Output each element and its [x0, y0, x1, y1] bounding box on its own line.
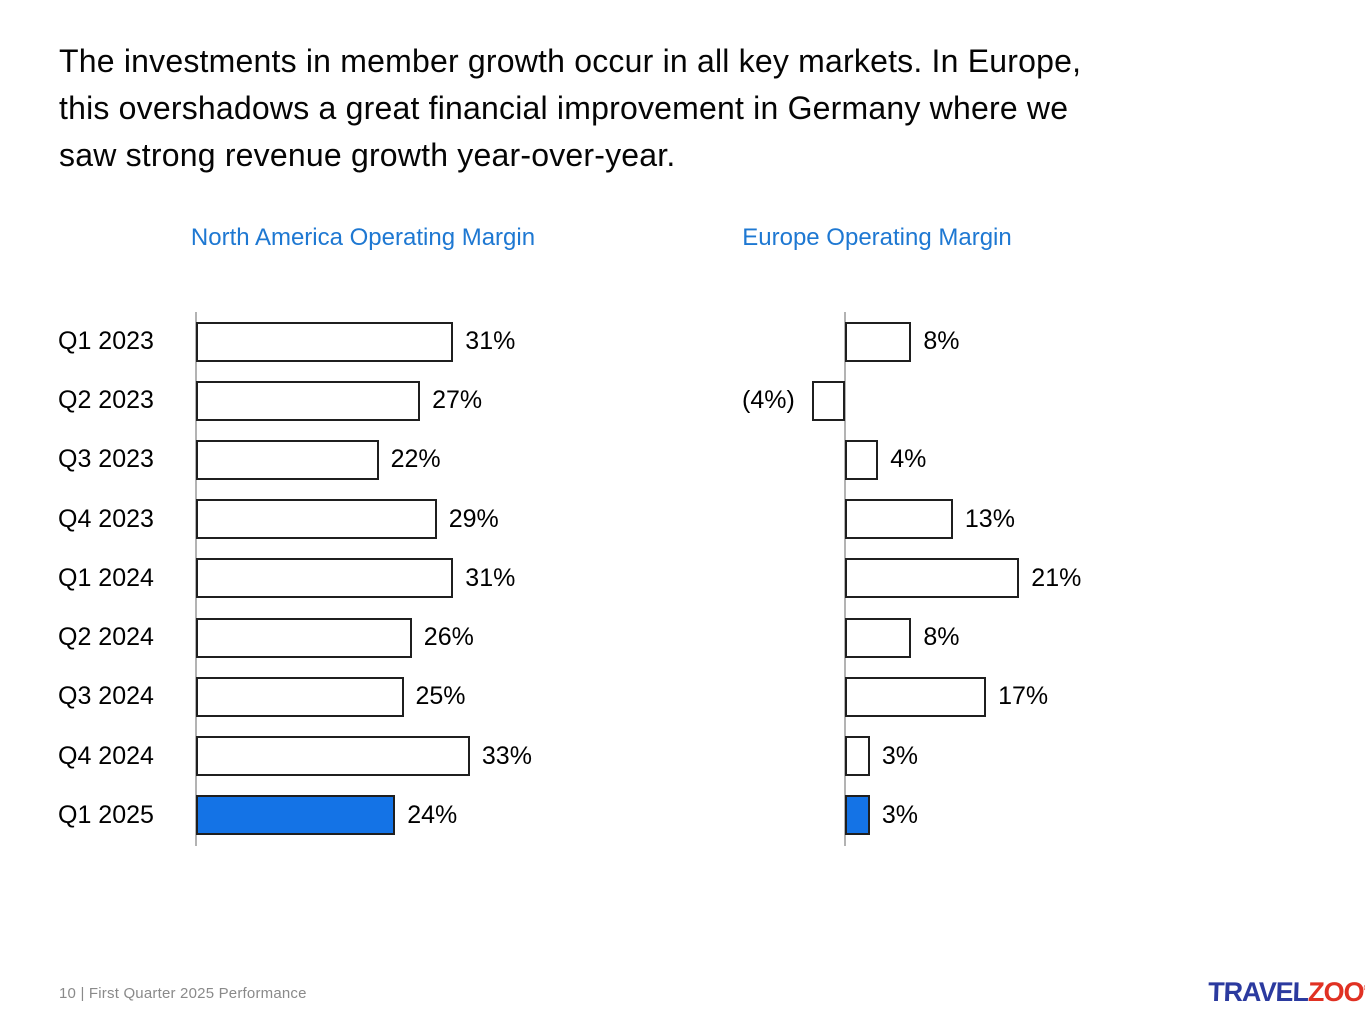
category-label: Q3 2024	[58, 682, 154, 711]
chart-row: 8%	[707, 608, 1297, 667]
bar-highlighted	[845, 795, 870, 836]
bar	[845, 676, 987, 717]
value-label: 29%	[448, 504, 499, 533]
bar	[196, 736, 470, 777]
category-label: Q4 2023	[58, 504, 154, 533]
value-label: 17%	[998, 682, 1049, 711]
slide-title: The investments in member growth occur i…	[59, 38, 1081, 179]
slide-footer: 10 | First Quarter 2025 Performance	[59, 985, 307, 1002]
bar	[845, 736, 870, 777]
chart-row: Q2 2024 26%	[58, 608, 648, 667]
chart-row: Q4 2024 33%	[58, 727, 648, 786]
category-label: Q2 2024	[58, 623, 154, 652]
bar	[845, 499, 953, 540]
category-label: Q3 2023	[58, 445, 154, 474]
chart-row: 3%	[707, 727, 1297, 786]
value-label: 26%	[423, 623, 474, 652]
value-label: 8%	[923, 623, 960, 652]
chart-row: Q3 2024 25%	[58, 667, 648, 726]
chart-axis-line	[844, 312, 846, 846]
value-label: 3%	[881, 741, 919, 770]
bar	[845, 558, 1020, 599]
logo-zoo-text: ZOO	[1307, 977, 1365, 1007]
slide-title-line-2: this overshadows a great financial impro…	[59, 90, 1069, 126]
chart-title-north-america: North America Operating Margin	[190, 224, 536, 251]
value-label: 3%	[881, 800, 919, 829]
value-label: 13%	[964, 504, 1015, 533]
travelzoo-logo: TRAVELZOO®	[1207, 977, 1365, 1008]
category-label: Q1 2025	[58, 800, 154, 829]
value-label: 31%	[465, 563, 516, 592]
chart-row: 4%	[707, 430, 1297, 489]
chart-row: Q1 2024 31%	[58, 549, 648, 608]
logo-travel-text: TRAVEL	[1207, 977, 1309, 1007]
value-label: 33%	[481, 741, 532, 770]
bar	[196, 380, 421, 421]
europe-operating-margin-chart: 8% (4%) 4% 13% 21% 8% 17% 3% 3%	[707, 312, 1297, 846]
category-label: Q1 2024	[58, 563, 154, 592]
value-label: 8%	[923, 327, 960, 355]
value-label: 25%	[415, 682, 466, 711]
bar	[196, 440, 379, 481]
bar	[196, 676, 404, 717]
chart-row: Q2 2023 27%	[58, 371, 648, 430]
chart-row: 13%	[707, 490, 1297, 549]
bar	[196, 321, 454, 362]
value-label: 27%	[432, 386, 483, 415]
bar-highlighted	[196, 795, 396, 836]
value-label: 21%	[1031, 563, 1082, 592]
slide-title-line-3: saw strong revenue growth year-over-year…	[59, 137, 676, 173]
chart-row: 3%	[707, 786, 1297, 845]
category-label: Q2 2023	[58, 386, 154, 415]
bar	[196, 499, 437, 540]
chart-row: Q1 2025 24%	[58, 786, 648, 845]
bar	[845, 617, 912, 658]
bar	[845, 440, 879, 481]
chart-row: (4%)	[707, 371, 1297, 430]
chart-row: 21%	[707, 549, 1297, 608]
chart-title-europe: Europe Operating Margin	[742, 224, 1012, 251]
category-label: Q1 2023	[58, 327, 154, 355]
chart-row: Q1 2023 31%	[58, 312, 648, 371]
value-label: 22%	[390, 445, 441, 474]
value-label: 31%	[465, 327, 516, 355]
bar	[196, 558, 454, 599]
value-label: 24%	[407, 800, 458, 829]
category-label: Q4 2024	[58, 741, 154, 770]
bar	[811, 380, 845, 421]
chart-row: Q3 2023 22%	[58, 430, 648, 489]
value-label: (4%)	[742, 386, 795, 415]
chart-row: Q4 2023 29%	[58, 490, 648, 549]
slide-title-line-1: The investments in member growth occur i…	[59, 43, 1082, 79]
chart-row: 8%	[707, 312, 1297, 371]
value-label: 4%	[890, 445, 927, 474]
chart-axis-line	[195, 312, 197, 846]
bar	[845, 321, 912, 362]
north-america-operating-margin-chart: Q1 2023 31% Q2 2023 27% Q3 2023 22% Q4 2023 29%…	[58, 312, 648, 846]
bar	[196, 617, 412, 658]
chart-row: 17%	[707, 667, 1297, 726]
